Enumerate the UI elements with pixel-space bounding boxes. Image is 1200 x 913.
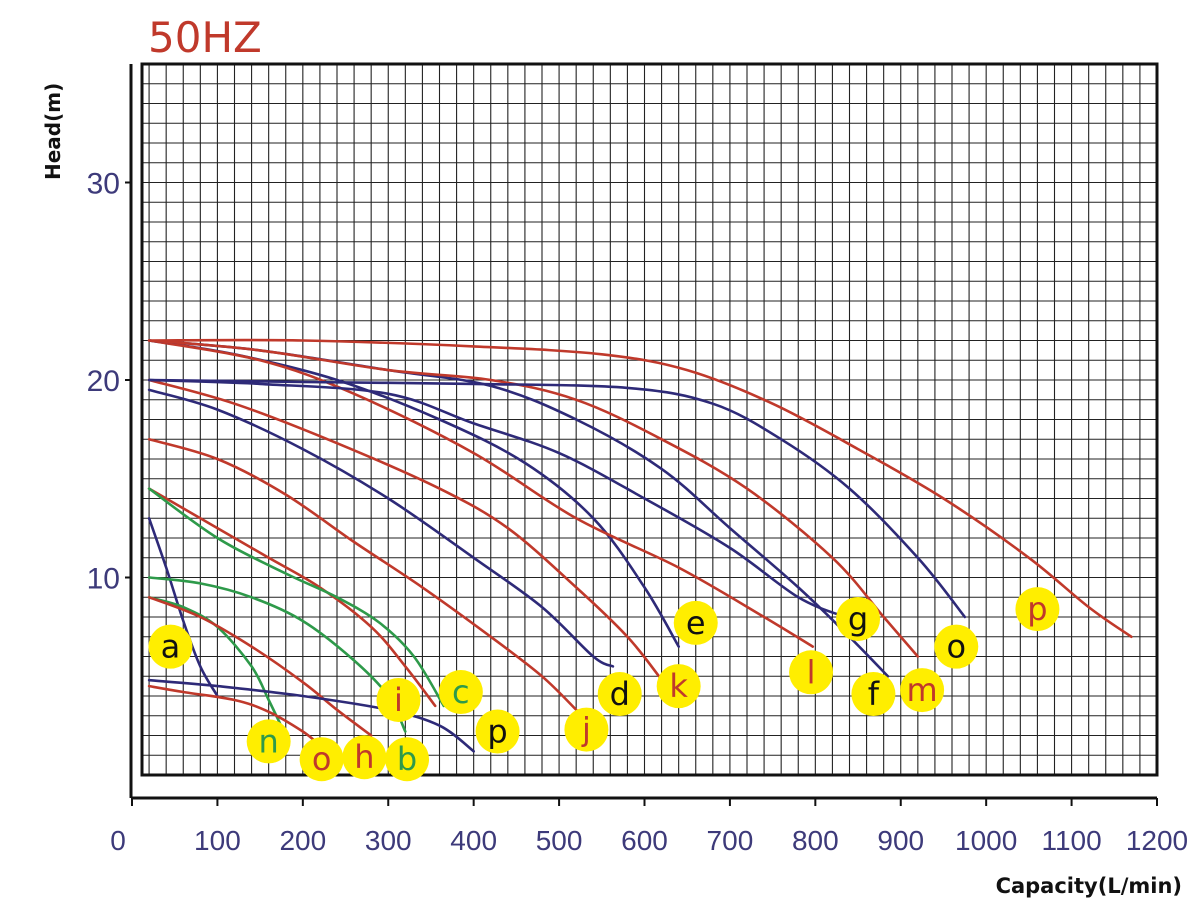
curve-label-badge xyxy=(148,624,193,669)
curve-label-text: p xyxy=(487,713,507,751)
curve-label-badge xyxy=(597,672,642,717)
curve-label-badge xyxy=(376,677,421,722)
curve-g-13 xyxy=(147,378,847,619)
curve-label-a-0: a xyxy=(148,624,193,669)
curve-label-text: f xyxy=(868,675,880,713)
curve-c-6 xyxy=(147,487,446,708)
curve-a-0 xyxy=(147,517,219,698)
curve-label-p-17: p xyxy=(1015,587,1060,632)
curve-label-text: d xyxy=(610,675,630,713)
curve-label-badge xyxy=(246,719,291,764)
curve-label-o-2: o xyxy=(299,737,344,782)
curve-label-badge xyxy=(789,650,834,695)
curve-label-n-1: n xyxy=(246,719,291,764)
curve-label-i-5: i xyxy=(376,677,421,722)
x-tick-label: 400 xyxy=(450,825,497,856)
curve-label-text: g xyxy=(848,600,868,638)
curve-label-text: a xyxy=(161,628,181,666)
curve-label-text: e xyxy=(686,604,706,642)
curve-label-o-16: o xyxy=(934,624,979,669)
x-tick-label: 600 xyxy=(621,825,668,856)
curve-label-j-8: j xyxy=(564,707,609,752)
x-tick-label: 1100 xyxy=(1041,825,1101,856)
curve-h-3 xyxy=(147,596,373,737)
curve-label-badge xyxy=(673,600,718,645)
plot-frame xyxy=(140,62,1159,777)
curve-j-8 xyxy=(147,438,578,712)
x-tick-label: 1000 xyxy=(955,825,1017,856)
chart-curves xyxy=(147,338,1133,753)
curve-i-5 xyxy=(147,487,437,708)
y-tick-label: 30 xyxy=(87,168,120,201)
curve-o-2 xyxy=(147,684,322,747)
curve-p-17 xyxy=(147,338,1133,639)
curve-p-7 xyxy=(147,678,475,753)
curve-label-badge xyxy=(1015,587,1060,632)
y-axis-label: Head(m) xyxy=(41,83,65,180)
curve-label-h-3: h xyxy=(342,735,387,780)
curve-label-text: o xyxy=(312,740,332,778)
curve-label-b-4: b xyxy=(385,737,430,782)
curve-label-p-7: p xyxy=(475,709,520,754)
curve-l-12 xyxy=(147,339,815,648)
curve-label-text: m xyxy=(907,671,938,709)
curve-label-badge xyxy=(475,709,520,754)
curve-label-badge xyxy=(836,596,881,641)
y-tick-label: 10 xyxy=(87,563,120,596)
curve-k-10 xyxy=(147,378,661,678)
curve-label-text: k xyxy=(669,667,688,705)
x-tick-label: 200 xyxy=(279,825,326,856)
x-tick-label: 1200 xyxy=(1126,825,1188,856)
curve-label-text: n xyxy=(259,722,279,760)
y-tick-label: 20 xyxy=(87,365,120,398)
curve-label-badge xyxy=(564,707,609,752)
curve-label-badge xyxy=(299,737,344,782)
curve-label-badge xyxy=(934,624,979,669)
x-tick-label: 900 xyxy=(877,825,924,856)
curve-label-text: h xyxy=(354,738,374,776)
curve-label-d-9: d xyxy=(597,672,642,717)
curve-label-text: p xyxy=(1027,590,1047,628)
curve-o-16 xyxy=(147,378,967,619)
curve-label-text: i xyxy=(394,681,403,719)
curve-m-15 xyxy=(147,339,920,658)
curve-label-g-13: g xyxy=(836,596,881,641)
x-tick-label: 500 xyxy=(536,825,583,856)
curve-label-c-6: c xyxy=(438,670,483,715)
x-tick-label: 300 xyxy=(365,825,412,856)
curve-label-e-11: e xyxy=(673,600,718,645)
curve-label-text: l xyxy=(807,653,816,691)
curve-label-text: o xyxy=(946,628,966,666)
chart-grid xyxy=(140,62,1159,777)
curve-label-badge xyxy=(851,672,896,717)
curve-label-badge xyxy=(385,737,430,782)
chart-title: 50HZ xyxy=(148,13,262,62)
curve-label-badge xyxy=(900,668,945,713)
curve-label-badge xyxy=(656,664,701,709)
x-tick-label: 800 xyxy=(792,825,839,856)
curve-n-1 xyxy=(147,596,288,737)
curve-label-badge xyxy=(342,735,387,780)
curve-label-f-14: f xyxy=(851,672,896,717)
x-tick-label: 100 xyxy=(194,825,241,856)
curve-label-text: j xyxy=(581,711,591,749)
curve-label-badge xyxy=(438,670,483,715)
curve-label-m-15: m xyxy=(900,668,945,713)
curve-label-text: c xyxy=(452,673,470,711)
x-tick-label: 0 xyxy=(110,825,126,856)
x-tick-label: 700 xyxy=(707,825,754,856)
curve-label-text: b xyxy=(397,740,417,778)
x-axis-label: Capacity(L/min) xyxy=(996,874,1182,898)
curve-label-l-12: l xyxy=(789,650,834,695)
curve-d-9 xyxy=(147,388,615,668)
curve-label-k-10: k xyxy=(656,664,701,709)
